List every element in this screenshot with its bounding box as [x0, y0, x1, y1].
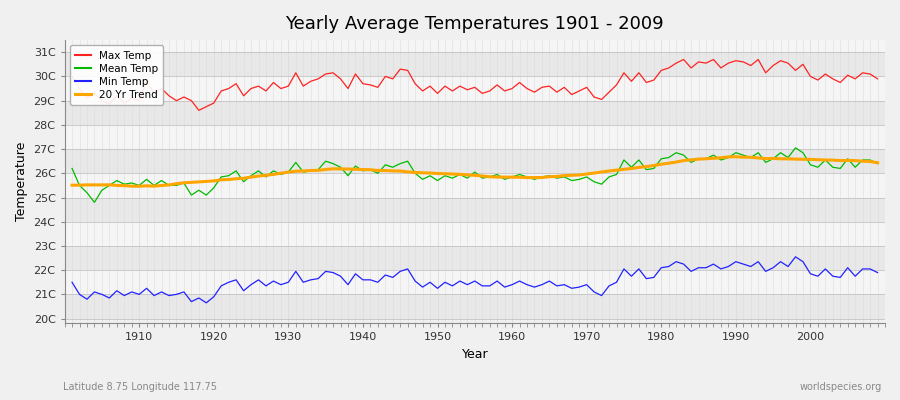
Bar	[65, 173, 885, 198]
Bar	[65, 270, 885, 294]
Bar	[65, 246, 885, 270]
Y-axis label: Temperature: Temperature	[15, 142, 28, 222]
Bar	[65, 294, 885, 318]
Bar	[65, 125, 885, 149]
Bar	[65, 76, 885, 101]
Bar	[65, 222, 885, 246]
Bar	[65, 149, 885, 173]
Bar	[65, 28, 885, 52]
Text: Latitude 8.75 Longitude 117.75: Latitude 8.75 Longitude 117.75	[63, 382, 217, 392]
Legend: Max Temp, Mean Temp, Min Temp, 20 Yr Trend: Max Temp, Mean Temp, Min Temp, 20 Yr Tre…	[70, 45, 163, 105]
X-axis label: Year: Year	[462, 348, 488, 361]
Title: Yearly Average Temperatures 1901 - 2009: Yearly Average Temperatures 1901 - 2009	[285, 15, 664, 33]
Bar	[65, 198, 885, 222]
Bar	[65, 52, 885, 76]
Bar	[65, 101, 885, 125]
Text: worldspecies.org: worldspecies.org	[800, 382, 882, 392]
